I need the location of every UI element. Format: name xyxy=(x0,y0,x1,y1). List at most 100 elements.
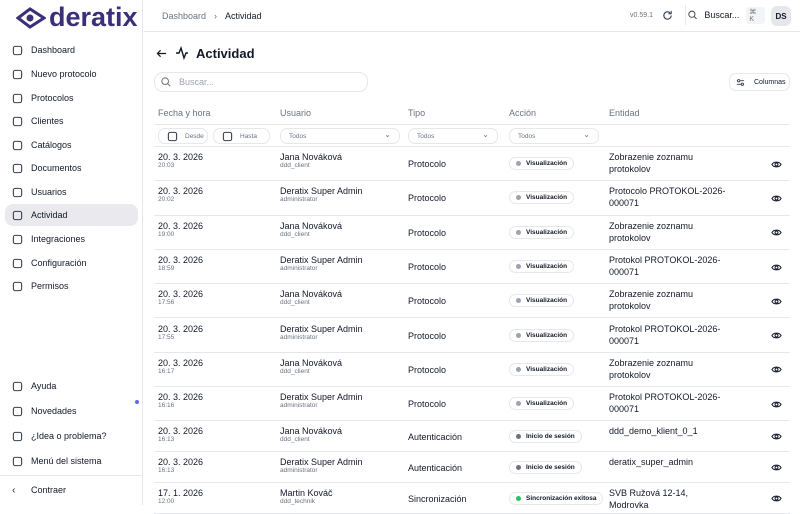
date: 20. 3. 2026 xyxy=(158,186,204,197)
filter[interactable]: Todos ⌄ xyxy=(280,128,400,144)
date: 20. 3. 2026 xyxy=(158,220,204,231)
action-cell: Sincronización exitosa xyxy=(509,491,604,505)
table-row[interactable]: 20. 3. 2026 19:00 Jana Nováková ddd_client P… xyxy=(154,216,790,250)
nav-item[interactable]: Protocolos xyxy=(5,87,138,109)
column-header[interactable]: Fecha y hora xyxy=(158,108,211,118)
view-icon[interactable] xyxy=(771,227,782,238)
nav-label: Clientes xyxy=(31,116,64,126)
badge-dot xyxy=(516,298,521,304)
view-icon[interactable] xyxy=(771,431,782,442)
action-label: Inicio de sesión xyxy=(526,432,575,440)
nav-item[interactable]: Clientes xyxy=(5,110,138,132)
search-text: Buscar... xyxy=(704,10,740,20)
back-icon[interactable] xyxy=(156,48,167,59)
action-badge: Visualización xyxy=(509,225,575,239)
type: Protocolo xyxy=(408,262,447,273)
view-icon[interactable] xyxy=(771,364,782,375)
action-badge: Visualización xyxy=(509,328,575,342)
type-cell: Protocolo xyxy=(408,262,446,272)
type-cell: Protocolo xyxy=(408,159,446,169)
table-row[interactable]: 20. 3. 2026 16:13 Deratix Super Admin admin… xyxy=(154,452,790,484)
type: Autenticación xyxy=(408,431,463,442)
view-icon[interactable] xyxy=(771,330,782,341)
avatar[interactable]: DS xyxy=(771,6,791,26)
bottom-item[interactable]: ¿Idea o problema? xyxy=(5,425,138,447)
bottom-item[interactable]: Menú del sistema xyxy=(5,450,138,472)
entity-cell: Protokol PROTOKOL-2026-000071 xyxy=(609,391,729,415)
nav-item[interactable]: Configuración xyxy=(5,252,138,274)
column-header[interactable]: Tipo xyxy=(408,108,426,118)
user-name: Jana Nováková xyxy=(280,357,343,368)
breadcrumb-link[interactable]: Dashboard xyxy=(162,11,207,21)
chevron: ⌄ xyxy=(482,130,489,139)
nav-label: Dashboard xyxy=(31,45,76,55)
nav-item[interactable]: Catálogos xyxy=(5,134,138,156)
collapse-button[interactable]: ‹ Contraer xyxy=(5,479,138,501)
filter[interactable]: Desde xyxy=(158,128,208,144)
table-row[interactable]: 20. 3. 2026 16:17 Jana Nováková ddd_client P… xyxy=(154,353,790,388)
action-badge: Visualización xyxy=(509,260,575,274)
view-icon[interactable] xyxy=(771,159,782,170)
badge-dot xyxy=(516,332,521,338)
badge-dot xyxy=(516,366,521,372)
user-cell: Jana Nováková ddd_client xyxy=(280,289,342,306)
time: 16:13 xyxy=(158,467,175,475)
table-header: Fecha y hora Usuario Tipo Acción Entidad xyxy=(154,100,790,125)
nav-item[interactable]: Dashboard xyxy=(5,39,138,61)
date: 20. 3. 2026 xyxy=(158,152,204,162)
filter[interactable]: Hasta xyxy=(213,128,270,144)
type-cell: Sincronización xyxy=(408,494,467,504)
nav-label: Catálogos xyxy=(31,140,72,150)
type: Protocolo xyxy=(408,330,447,341)
nav-item[interactable]: Permisos xyxy=(5,275,138,297)
action-label: Visualización xyxy=(526,263,568,271)
column-header[interactable]: Usuario xyxy=(280,108,312,118)
table-row[interactable]: 20. 3. 2026 16:16 Deratix Super Admin admin… xyxy=(154,387,790,422)
filter[interactable]: Todos ⌄ xyxy=(408,128,498,144)
refresh-icon[interactable] xyxy=(662,10,673,21)
table-row[interactable]: 20. 3. 2026 20:03 Jana Nováková ddd_client P… xyxy=(154,147,790,182)
table-row[interactable]: 20. 3. 2026 16:13 Jana Nováková ddd_client A… xyxy=(154,421,790,453)
type: Protocolo xyxy=(408,364,447,375)
logo[interactable]: deratix xyxy=(16,2,138,33)
view-icon[interactable] xyxy=(771,399,782,410)
nav-item[interactable]: Integraciones xyxy=(5,228,138,250)
logo-text: deratix xyxy=(49,2,138,32)
table-row[interactable]: 20. 3. 2026 18:59 Deratix Super Admin admin… xyxy=(154,250,790,285)
table-row[interactable]: 20. 3. 2026 20:02 Deratix Super Admin admin… xyxy=(154,181,790,216)
table-row[interactable]: 17. 1. 2026 12:00 Martin Kováč ddd_technik S… xyxy=(154,483,790,514)
filter[interactable]: Todos ⌄ xyxy=(509,128,599,144)
time: 16:16 xyxy=(158,402,175,410)
nav-item[interactable]: Nuevo protocolo xyxy=(5,63,138,85)
global-search[interactable]: Buscar... ⌘ K xyxy=(685,5,765,25)
table-row[interactable]: 20. 3. 2026 17:56 Jana Nováková ddd_client P… xyxy=(154,284,790,319)
bottom-item[interactable]: Ayuda xyxy=(5,375,138,397)
shortcut: ⌘ K xyxy=(746,6,765,24)
type-cell: Autenticación xyxy=(408,432,462,442)
view-icon[interactable] xyxy=(771,493,782,504)
nav-item[interactable]: Documentos xyxy=(5,157,138,179)
action-label: Visualización xyxy=(526,331,568,339)
type-cell: Autenticación xyxy=(408,463,462,473)
action-label: Sincronización exitosa xyxy=(526,494,597,502)
nav-item[interactable]: Usuarios xyxy=(5,181,138,203)
nav-icon xyxy=(12,210,23,220)
bottom-item[interactable]: Novedades xyxy=(5,400,138,422)
column-header[interactable]: Acción xyxy=(509,108,537,118)
view-icon[interactable] xyxy=(771,462,782,473)
view-icon[interactable] xyxy=(771,296,782,307)
action-label: Visualización xyxy=(526,400,568,408)
user-name: Deratix Super Admin xyxy=(280,254,363,265)
user-cell: Deratix Super Admin administrator xyxy=(280,324,363,341)
filter-label: Todos xyxy=(289,132,307,140)
search-input[interactable]: Buscar... xyxy=(154,72,368,92)
column-header[interactable]: Entidad xyxy=(609,108,640,118)
action-badge: Visualización xyxy=(509,294,575,308)
view-icon[interactable] xyxy=(771,193,782,204)
nav-item[interactable]: Actividad xyxy=(5,204,138,226)
breadcrumb-sep: › xyxy=(214,11,218,21)
action-badge: Visualización xyxy=(509,191,575,205)
columns-button[interactable]: Columnas xyxy=(729,73,790,91)
table-row[interactable]: 20. 3. 2026 17:55 Deratix Super Admin admin… xyxy=(154,319,790,353)
view-icon[interactable] xyxy=(771,262,782,273)
